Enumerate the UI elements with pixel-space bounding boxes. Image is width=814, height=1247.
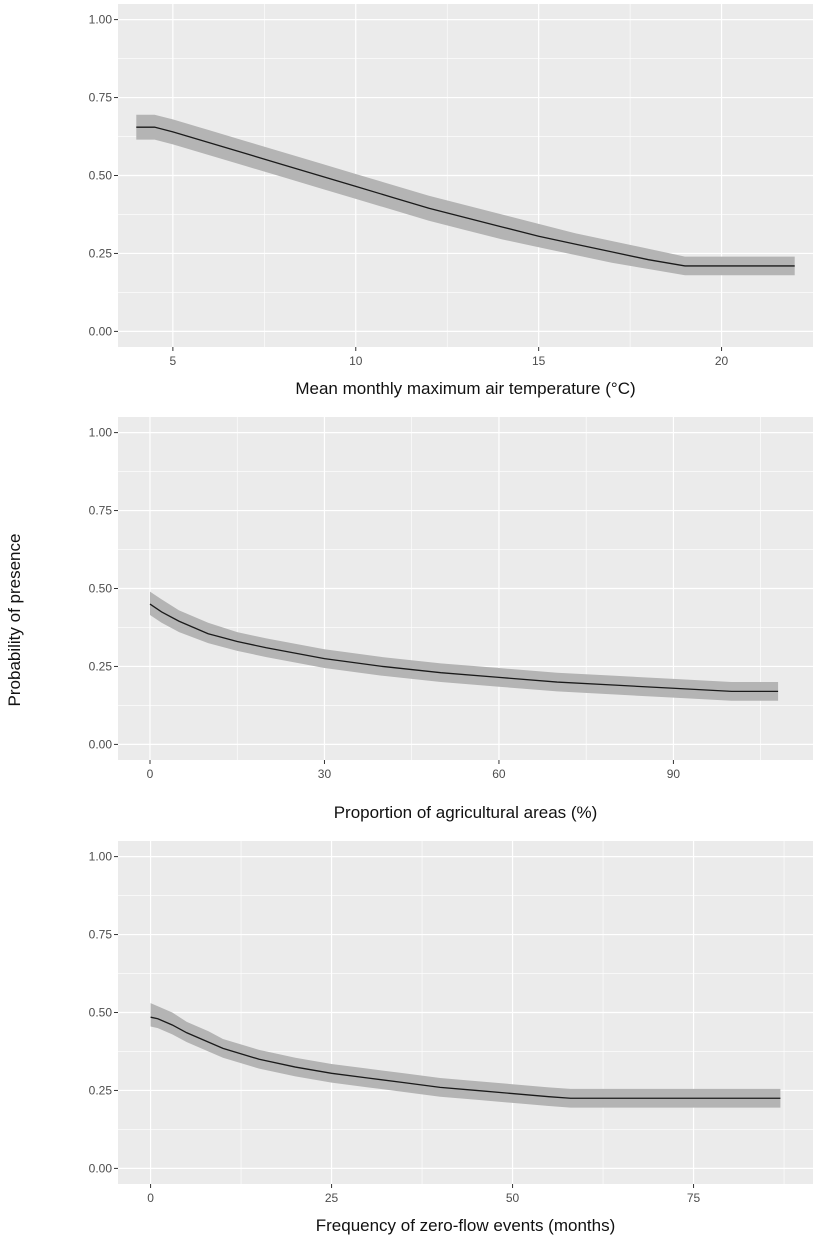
x-tick-label: 10 — [349, 354, 363, 368]
x-tick-label: 25 — [325, 1191, 339, 1205]
x-tick-label: 5 — [170, 354, 177, 368]
y-tick-label: 1.00 — [89, 850, 113, 864]
confidence-ribbon — [149, 591, 779, 701]
x-tick-label: 50 — [506, 1191, 520, 1205]
confidence-ribbon — [136, 114, 795, 276]
y-axis-title: Probability of presence — [5, 533, 24, 707]
x-tick-label: 0 — [147, 767, 154, 781]
series-line — [136, 126, 795, 267]
y-tick-label: 0.50 — [89, 582, 113, 596]
x-tick-label: 15 — [532, 354, 546, 368]
series-line — [149, 603, 779, 693]
y-axis-title-wrapper: Probability of presence — [4, 420, 26, 820]
y-tick-label: 0.25 — [89, 1083, 113, 1097]
y-tick-label: 1.00 — [89, 13, 113, 27]
y-tick-label: 0.00 — [89, 1161, 113, 1175]
chart-panel-3: 0.00 0.25 0.50 0.75 1.00 0 25 50 75 Frequency of … — [89, 841, 813, 1235]
x-tick-label: 20 — [715, 354, 729, 368]
series-line — [150, 1016, 781, 1099]
confidence-ribbon — [150, 1003, 781, 1108]
y-tick-label: 0.00 — [89, 737, 113, 751]
y-tick-label: 0.50 — [89, 169, 113, 183]
x-axis-title: Proportion of agricultural areas (%) — [334, 803, 598, 822]
x-tick-label: 60 — [492, 767, 506, 781]
x-tick-label: 0 — [147, 1191, 154, 1205]
x-tick-label: 90 — [667, 767, 681, 781]
y-tick-label: 0.75 — [89, 928, 113, 942]
x-tick-label: 30 — [318, 767, 332, 781]
y-tick-label: 1.00 — [89, 426, 113, 440]
y-tick-label: 0.75 — [89, 504, 113, 518]
y-tick-label: 0.75 — [89, 91, 113, 105]
y-tick-label: 0.50 — [89, 1006, 113, 1020]
chart-panel-1: 0.00 0.25 0.50 0.75 1.00 5 10 15 20 Mean monthly … — [89, 4, 813, 398]
x-axis-title: Frequency of zero-flow events (months) — [316, 1216, 616, 1235]
x-axis-title: Mean monthly maximum air temperature (°C… — [295, 379, 635, 398]
y-tick-label: 0.25 — [89, 659, 113, 673]
chart-panel-2: 0.00 0.25 0.50 0.75 1.00 0 30 60 90 Proportion of… — [89, 417, 813, 822]
y-tick-label: 0.00 — [89, 324, 113, 338]
y-tick-label: 0.25 — [89, 246, 113, 260]
x-tick-label: 75 — [687, 1191, 701, 1205]
